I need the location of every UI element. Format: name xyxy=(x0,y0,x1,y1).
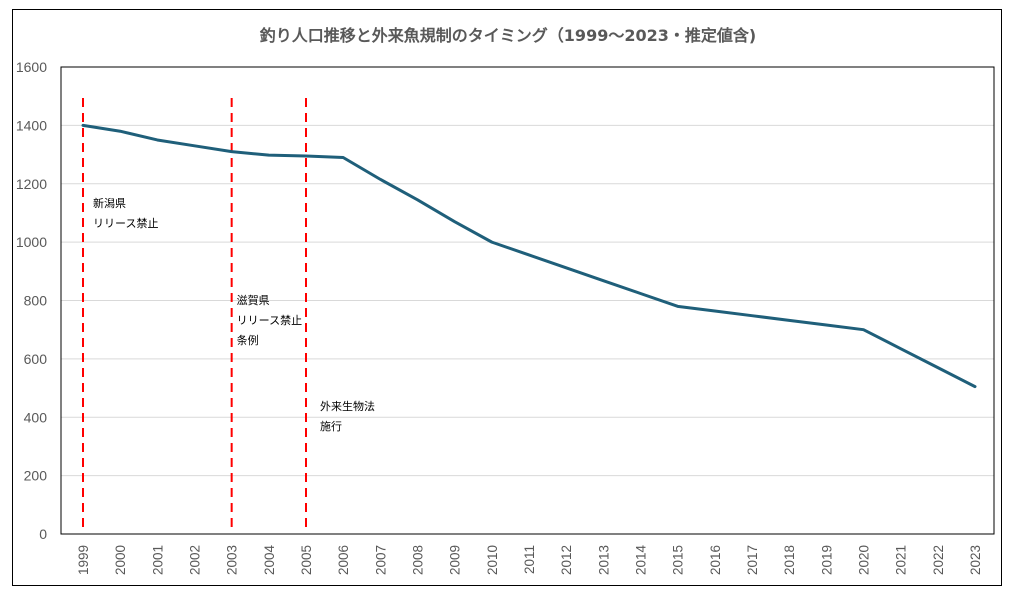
x-tick-label: 2019 xyxy=(819,545,834,575)
x-tick-label: 2000 xyxy=(113,545,128,575)
y-tick-label: 1600 xyxy=(16,59,47,75)
x-tick-label: 2012 xyxy=(559,545,574,575)
annotation-text: 新潟県 xyxy=(93,196,126,210)
x-tick-label: 2017 xyxy=(745,545,760,575)
y-tick-label: 600 xyxy=(24,351,48,367)
x-tick-label: 2020 xyxy=(857,545,872,575)
series-group xyxy=(81,123,977,389)
x-tick-label: 2008 xyxy=(411,545,426,575)
x-tick-label: 2018 xyxy=(782,545,797,575)
x-tick-label: 2013 xyxy=(596,545,611,575)
x-tick-label: 2005 xyxy=(299,545,314,575)
x-tick-label: 2021 xyxy=(894,545,909,575)
y-tick-label: 1000 xyxy=(16,234,47,250)
y-tick-label: 1200 xyxy=(16,176,47,192)
annotation-text: リリース禁止 xyxy=(237,314,302,327)
x-tick-label: 2007 xyxy=(373,545,388,575)
y-tick-label: 1400 xyxy=(16,117,47,133)
plot-area xyxy=(60,66,995,535)
y-tick-label: 0 xyxy=(39,526,47,542)
x-tick-label: 2011 xyxy=(522,545,537,574)
x-tick-label: 2004 xyxy=(262,545,277,576)
annotation-text: 外来生物法 xyxy=(320,399,375,413)
y-tick-label: 800 xyxy=(24,293,48,309)
y-tick-label: 400 xyxy=(24,409,48,425)
chart-frame xyxy=(12,9,1002,586)
series-line xyxy=(81,123,977,389)
x-tick-label: 2016 xyxy=(708,545,723,575)
x-tick-label: 2010 xyxy=(485,545,500,575)
y-tick-label: 200 xyxy=(24,468,48,484)
x-tick-label: 2006 xyxy=(336,545,351,575)
annotation-text: 施行 xyxy=(320,420,342,433)
x-tick-label: 1999 xyxy=(76,545,91,575)
x-tick-label: 2015 xyxy=(671,545,686,575)
x-tick-label: 2001 xyxy=(150,545,165,575)
regulation-markers xyxy=(82,98,307,528)
annotation-text: リリース禁止 xyxy=(93,217,158,230)
x-tick-label: 2003 xyxy=(225,545,240,575)
x-tick-label: 2014 xyxy=(634,545,649,576)
x-tick-label: 2002 xyxy=(188,545,203,575)
chart-title: 釣り人口推移と外来魚規制のタイミング（1999〜2023・推定値含) xyxy=(260,26,756,45)
x-tick-label: 2022 xyxy=(931,545,946,575)
y-axis-ticks: 0 200 400 600 800 1000 1200 1400 1600 xyxy=(16,59,47,542)
annotation-text: 条例 xyxy=(237,333,259,347)
x-tick-label: 2009 xyxy=(448,545,463,575)
x-axis-ticks: 1999 2000 2001 2002 2003 2004 2005 2006 2007 2008… xyxy=(76,545,983,576)
x-tick-label: 2023 xyxy=(968,545,983,575)
annotation-text: 滋賀県 xyxy=(237,294,270,307)
